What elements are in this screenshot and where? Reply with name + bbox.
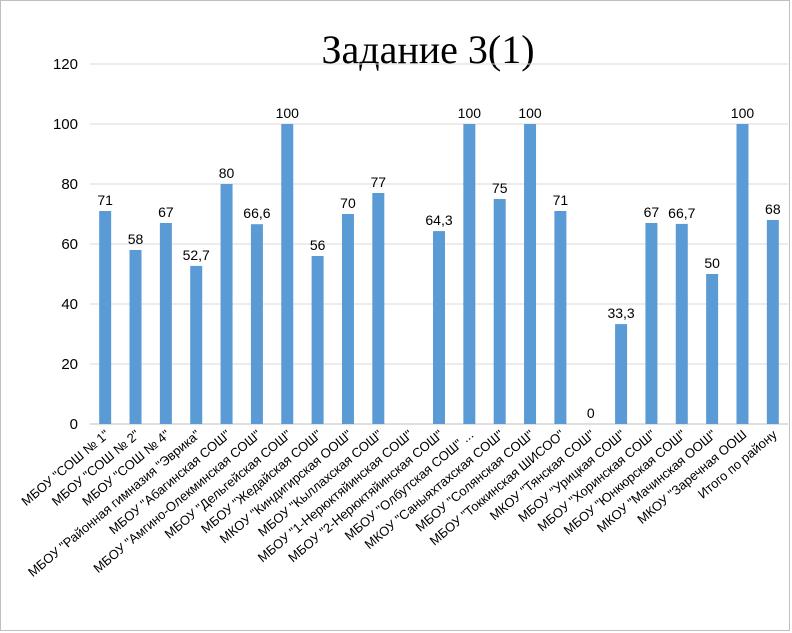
data-label: 0 xyxy=(587,405,595,421)
x-axis-categories: МБОУ "СОШ № 1"МБОУ "СОШ № 2"МБОУ "СОШ № … xyxy=(18,426,780,579)
bar xyxy=(706,274,719,424)
data-label: 71 xyxy=(97,192,113,208)
data-label: 64,3 xyxy=(425,212,452,228)
bar xyxy=(311,256,324,424)
y-tick-label: 40 xyxy=(61,296,78,313)
data-label: 100 xyxy=(276,105,300,121)
data-label: 50 xyxy=(704,255,720,271)
y-tick-label: 120 xyxy=(53,56,78,73)
data-label: 67 xyxy=(158,204,174,220)
y-axis-ticks: 0 20 40 60 80 100 120 xyxy=(53,56,78,433)
data-label: 75 xyxy=(492,180,508,196)
data-label: 71 xyxy=(553,192,569,208)
data-label: 66,7 xyxy=(668,205,695,221)
data-label: 66,6 xyxy=(243,205,270,221)
y-tick-label: 60 xyxy=(61,236,78,253)
data-label: 100 xyxy=(731,105,755,121)
bar xyxy=(554,211,567,424)
y-tick-label: 20 xyxy=(61,356,78,373)
data-label: 56 xyxy=(310,237,326,253)
data-label: 77 xyxy=(371,174,387,190)
chart-title: Задание 3(1) xyxy=(321,27,534,72)
y-tick-label: 80 xyxy=(61,176,78,193)
data-label: 80 xyxy=(219,165,235,181)
bar xyxy=(372,193,385,424)
bar xyxy=(766,220,779,424)
bar xyxy=(281,124,294,424)
bar xyxy=(250,224,263,424)
data-label: 52,7 xyxy=(183,247,210,263)
data-label: 70 xyxy=(340,195,356,211)
bar xyxy=(736,124,749,424)
data-label: 68 xyxy=(765,201,781,217)
data-label: 33,3 xyxy=(607,305,634,321)
gridlines xyxy=(90,63,788,425)
y-tick-label: 100 xyxy=(53,116,78,133)
bar xyxy=(463,124,476,424)
data-labels: 71 58 67 52,7 80 66,6 100 56 70 77 64,3 100 75 100 71 0… xyxy=(97,105,780,421)
data-label: 58 xyxy=(128,231,144,247)
bar xyxy=(341,214,354,424)
data-label: 100 xyxy=(518,105,542,121)
bar xyxy=(129,250,142,424)
bar xyxy=(645,223,658,424)
bar xyxy=(493,199,506,424)
bar xyxy=(524,124,537,424)
bar xyxy=(220,184,233,424)
data-label: 100 xyxy=(458,105,482,121)
bars xyxy=(99,124,779,424)
bar xyxy=(190,265,203,424)
bar xyxy=(615,324,628,424)
bar xyxy=(675,223,688,424)
y-tick-label: 0 xyxy=(70,416,78,433)
bar xyxy=(159,223,172,424)
data-label: 67 xyxy=(644,204,660,220)
bar xyxy=(99,211,112,424)
bar xyxy=(433,231,445,424)
